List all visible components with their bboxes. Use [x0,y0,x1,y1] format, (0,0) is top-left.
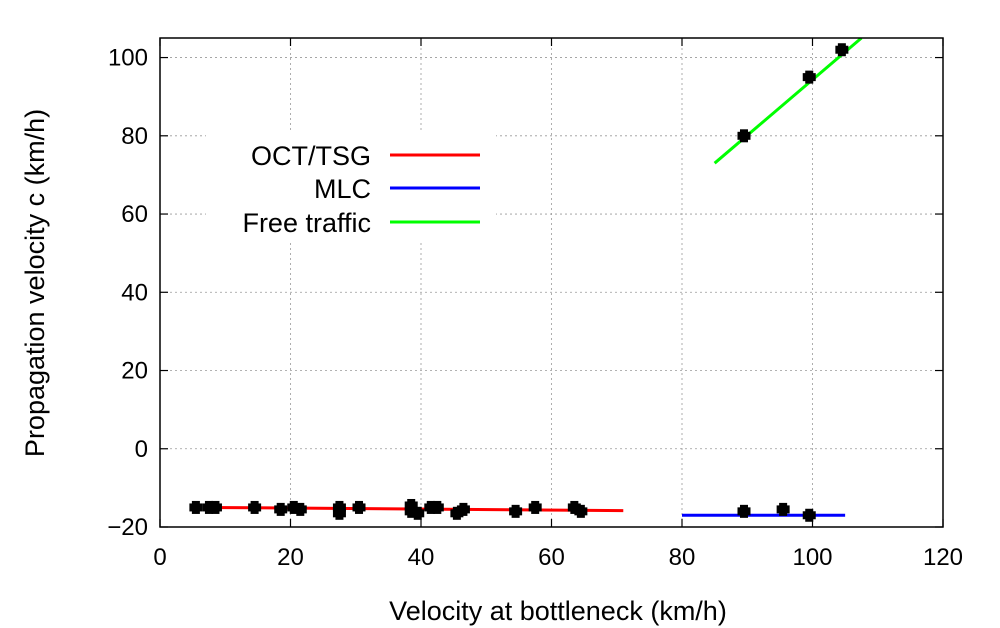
data-point [274,502,288,516]
x-tick-label: 100 [792,544,832,571]
data-point [430,500,444,514]
x-tick-label: 0 [153,544,166,571]
data-point [509,504,523,518]
axis-ticks [159,38,944,528]
data-point [424,500,438,514]
data-point [208,500,222,514]
data-point [352,500,366,514]
data-point [776,502,790,516]
legend-label-oct-tsg: OCT/TSG [251,141,371,171]
y-tick-label: 40 [121,279,148,306]
data-point [802,508,816,522]
data-point [567,500,581,514]
legend-entry-mlc: MLC [314,174,480,204]
data-point [456,502,470,516]
legend: OCT/TSG MLC Free traffic [206,132,496,242]
y-tick-label: 80 [121,123,148,150]
x-tick-label: 120 [923,544,963,571]
legend-label-mlc: MLC [314,174,371,204]
data-point [737,129,751,143]
data-point [411,506,425,520]
data-point [450,506,464,520]
x-axis-label: Velocity at bottleneck (km/h) [389,596,727,626]
legend-entry-free-traffic: Free traffic [242,208,480,238]
x-tick-label: 80 [669,544,696,571]
y-tick-label: 20 [121,358,148,385]
series-lines [205,38,863,517]
x-tick-label: 20 [277,544,304,571]
y-tick-label: 60 [121,201,148,228]
x-tick-label: 40 [408,544,435,571]
y-axis-label: Propagation velocity c (km/h) [20,109,50,457]
y-tick-label: −20 [107,514,148,541]
data-point [528,500,542,514]
y-tick-label: 100 [108,45,148,72]
data-point [802,70,816,84]
x-tick-label: 60 [538,544,565,571]
y-tick-label: 0 [135,436,148,463]
data-points [189,43,849,522]
data-point [737,504,751,518]
data-point [287,500,301,514]
series-line-free-traffic [713,38,863,165]
data-point [835,43,849,57]
data-point [202,500,216,514]
data-point [248,500,262,514]
data-point [189,500,203,514]
grid [160,38,943,527]
data-point [574,504,588,518]
legend-label-free-traffic: Free traffic [242,208,371,238]
data-point [293,502,307,516]
legend-entry-oct-tsg: OCT/TSG [251,141,480,171]
data-point [332,506,346,520]
data-point [404,504,418,518]
